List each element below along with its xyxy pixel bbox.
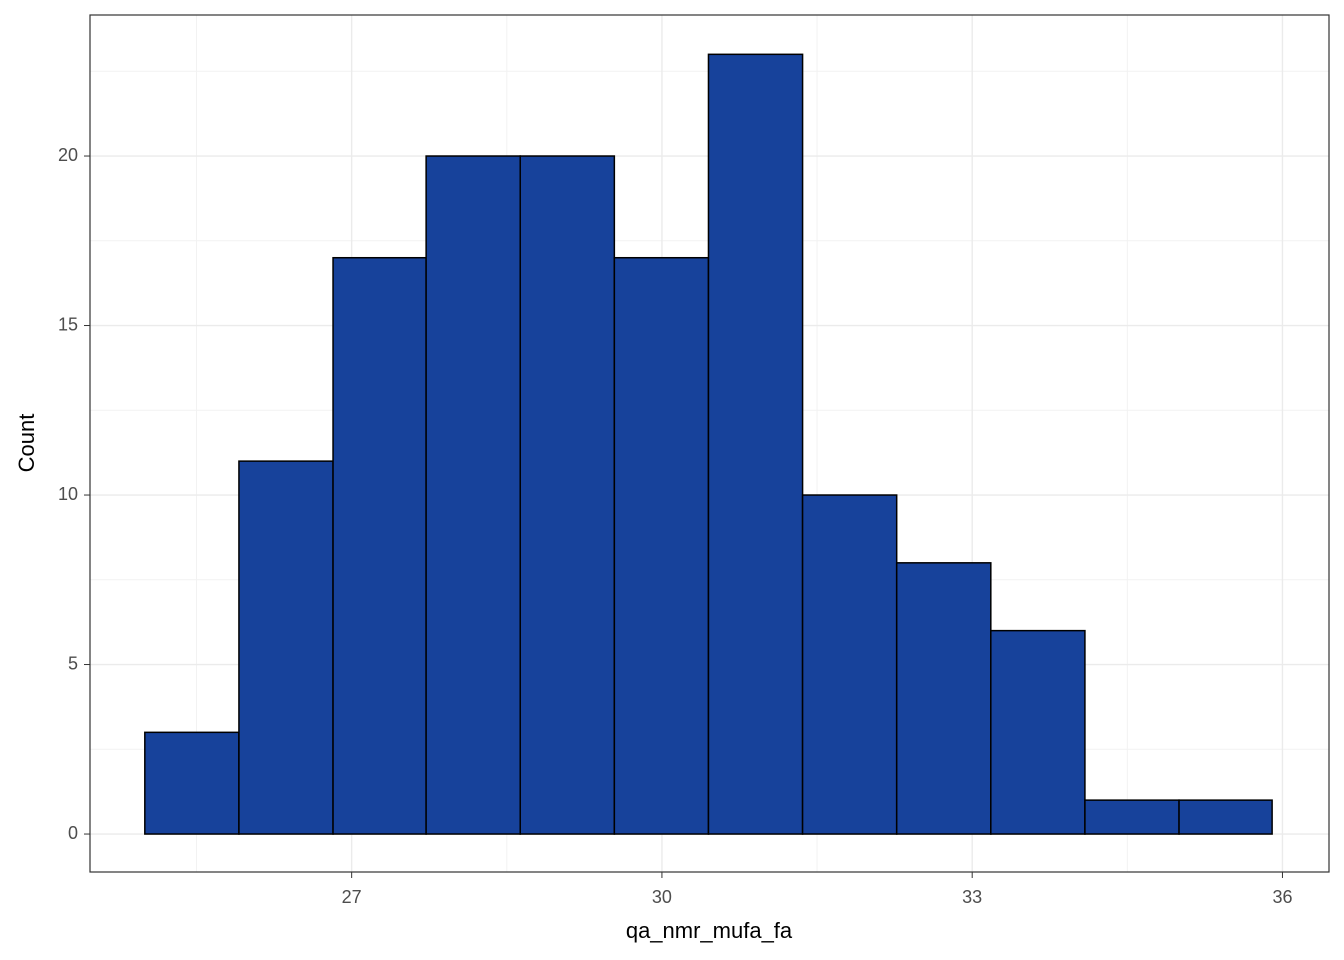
bar <box>895 562 992 835</box>
bar <box>613 256 710 835</box>
bar <box>425 155 521 835</box>
x-axis-title: qa_nmr_mufa_fa <box>626 918 793 943</box>
y-tick-label: 5 <box>68 653 78 673</box>
y-tick-label: 0 <box>68 823 78 843</box>
y-tick-label: 15 <box>58 314 78 334</box>
bar <box>1084 799 1180 835</box>
x-tick-label: 33 <box>962 887 982 907</box>
panel-border <box>89 14 1330 873</box>
y-axis-title: Count <box>14 414 39 473</box>
bar <box>144 731 240 835</box>
bar <box>1178 799 1273 835</box>
bar <box>801 494 898 835</box>
x-tick-label: 36 <box>1272 887 1292 907</box>
x-tick-label: 27 <box>342 887 362 907</box>
bar <box>707 53 804 835</box>
bar <box>990 629 1086 835</box>
bar <box>332 256 427 835</box>
bar <box>238 460 334 835</box>
y-tick-label: 20 <box>58 145 78 165</box>
bar <box>519 155 616 835</box>
y-tick-label: 10 <box>58 484 78 504</box>
x-tick-label: 30 <box>652 887 672 907</box>
